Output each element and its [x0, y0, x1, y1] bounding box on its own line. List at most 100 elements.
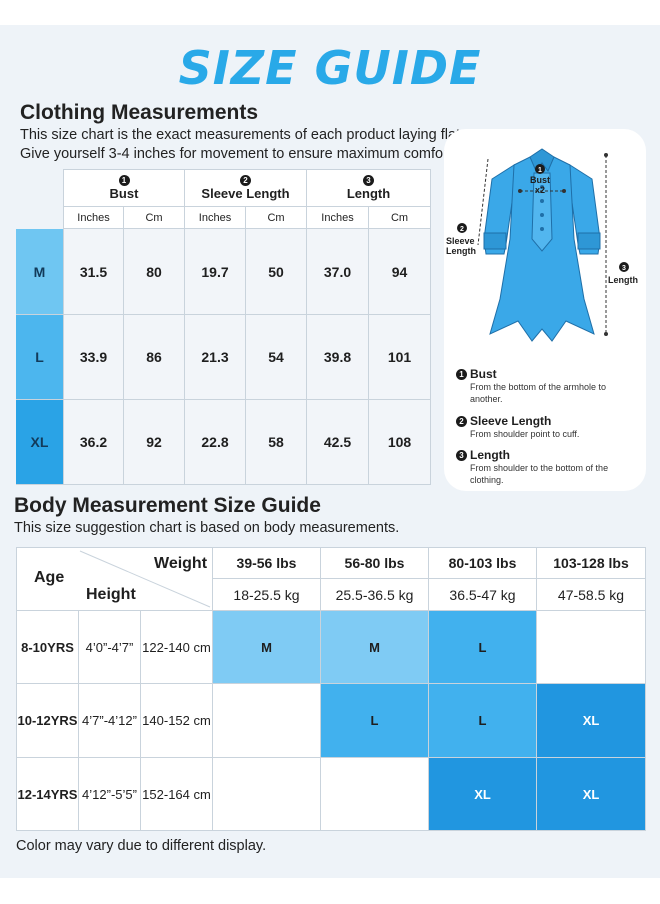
age-row-1: 8-10YRS: [16, 611, 79, 684]
kg-col-2: 25.5-36.5 kg: [321, 579, 429, 611]
size-cell: L: [429, 611, 537, 684]
size-cell: L: [321, 684, 429, 758]
size-cell: XL: [537, 758, 646, 831]
legend-length-desc1: From shoulder to the bottom of the: [470, 463, 609, 473]
unit-cm: Cm: [369, 207, 431, 229]
unit-cm: Cm: [246, 207, 307, 229]
header-bust: 1 Bust: [63, 169, 185, 207]
unit-inches: Inches: [63, 207, 124, 229]
diagram-bust-x2: x2: [534, 185, 545, 195]
svg-text:3: 3: [622, 265, 626, 272]
table-cell: 42.5: [307, 400, 369, 485]
legend-sleeve: 2 Sleeve Length From shoulder point to cu…: [456, 414, 641, 440]
number-badge: 3: [456, 449, 467, 461]
age-row-2: 10-12YRS: [16, 684, 79, 758]
size-cell-empty: [537, 611, 646, 684]
height-in-row-2: 4’7”-4’12”: [79, 684, 141, 758]
size-cell: L: [429, 684, 537, 758]
number-badge: 1: [456, 368, 467, 380]
age-row-3: 12-14YRS: [16, 758, 79, 831]
height-in-row-1: 4’0”-4’7”: [79, 611, 141, 684]
height-cm-row-1: 122-140 cm: [141, 611, 213, 684]
size-guide-page: SIZE GUIDE Clothing Measurements This si…: [0, 25, 660, 878]
table-cell: 80: [124, 229, 185, 315]
table-cell: 50: [246, 229, 307, 315]
measurement-lines: [477, 155, 607, 334]
diagram-label-length: Length: [608, 275, 638, 285]
body-desc: This size suggestion chart is based on b…: [14, 520, 400, 536]
table-cell: 39.8: [307, 315, 369, 400]
measurement-diagram-panel: 1 2 3 Bust x2 Sleeve Length Length 1 Bust…: [444, 129, 646, 491]
diagram-label-bust: Bust x2: [528, 175, 552, 195]
number-badge: 1: [118, 175, 130, 186]
height-label: Height: [86, 586, 136, 603]
size-cell: M: [321, 611, 429, 684]
number-badge: 2: [456, 415, 467, 427]
table-cell: 108: [369, 400, 431, 485]
header-age-weight-height: [16, 547, 213, 611]
height-in-row-3: 4’12”-5’5”: [79, 758, 141, 831]
height-cm-row-2: 140-152 cm: [141, 684, 213, 758]
legend-bust-title: Bust: [470, 367, 497, 381]
table-cell: 19.7: [185, 229, 246, 315]
size-cell-empty: [321, 758, 429, 831]
diagram-sleeve-line1: Sleeve: [446, 236, 475, 246]
table-cell: 36.2: [63, 400, 124, 485]
size-cell: M: [213, 611, 321, 684]
unit-inches: Inches: [185, 207, 246, 229]
height-cm-row-3: 152-164 cm: [141, 758, 213, 831]
legend-bust: 1 Bust From the bottom of the armhole to …: [456, 367, 641, 405]
coat-buttons: [540, 185, 544, 231]
number-badge: 3: [363, 175, 374, 186]
size-cell: XL: [537, 684, 646, 758]
legend-length: 3 Length From shoulder to the bottom of t…: [456, 448, 641, 486]
number-badge: 2: [240, 175, 251, 186]
legend-bust-desc2: another.: [470, 394, 503, 404]
kg-col-4: 47-58.5 kg: [537, 579, 646, 611]
table-cell: 101: [369, 315, 431, 400]
table-cell: 58: [246, 400, 307, 485]
diagram-sleeve-line2: Length: [446, 246, 476, 256]
weight-col-3: 80-103 lbs: [429, 547, 537, 579]
table-cell: 94: [369, 229, 431, 315]
diagram-bust-text: Bust: [530, 175, 550, 185]
clothing-desc-line2: Give yourself 3-4 inches for movement to…: [20, 146, 456, 162]
body-heading: Body Measurement Size Guide: [14, 494, 321, 517]
body-measurements-table: Age Weight Height 39-56 lbs 56-80 lbs 80…: [16, 547, 646, 831]
diagram-label-sleeve: Sleeve Length: [446, 236, 476, 256]
legend-sleeve-title: Sleeve Length: [470, 414, 552, 428]
table-cell: 33.9: [63, 315, 124, 400]
table-cell: 86: [124, 315, 185, 400]
clothing-heading: Clothing Measurements: [20, 101, 259, 124]
footer-note: Color may vary due to different display.: [16, 838, 267, 854]
coat-diagram: 1 2 3: [457, 148, 629, 342]
kg-col-3: 36.5-47 kg: [429, 579, 537, 611]
clothing-measurements-table: 1 Bust 2 Sleeve Length 3 Length Inches C…: [16, 169, 431, 485]
size-label-m: M: [16, 229, 63, 315]
svg-text:1: 1: [538, 167, 542, 174]
weight-col-2: 56-80 lbs: [321, 547, 429, 579]
header-bust-label: Bust: [109, 186, 139, 201]
legend-bust-desc1: From the bottom of the armhole to: [470, 382, 607, 392]
size-cell-empty: [213, 684, 321, 758]
coat-illustration: [483, 148, 601, 342]
weight-label: Weight: [154, 555, 208, 572]
header-sleeve-length: 2 Sleeve Length: [185, 169, 307, 207]
size-cell-empty: [213, 758, 321, 831]
table-cell: 22.8: [185, 400, 246, 485]
table-cell: 21.3: [185, 315, 246, 400]
size-label-l: L: [16, 315, 63, 400]
clothing-desc-line1: This size chart is the exact measurement…: [20, 127, 465, 143]
table-cell: 31.5: [63, 229, 124, 315]
weight-col-1: 39-56 lbs: [213, 547, 321, 579]
header-length-label: Length: [346, 186, 391, 201]
unit-cm: Cm: [124, 207, 185, 229]
legend-length-title: Length: [470, 448, 510, 462]
svg-text:2: 2: [460, 226, 464, 233]
size-cell: XL: [429, 758, 537, 831]
table-cell: 54: [246, 315, 307, 400]
kg-col-1: 18-25.5 kg: [213, 579, 321, 611]
weight-col-4: 103-128 lbs: [537, 547, 646, 579]
measurement-ticks: [518, 153, 608, 336]
header-divider-line: [79, 550, 211, 608]
